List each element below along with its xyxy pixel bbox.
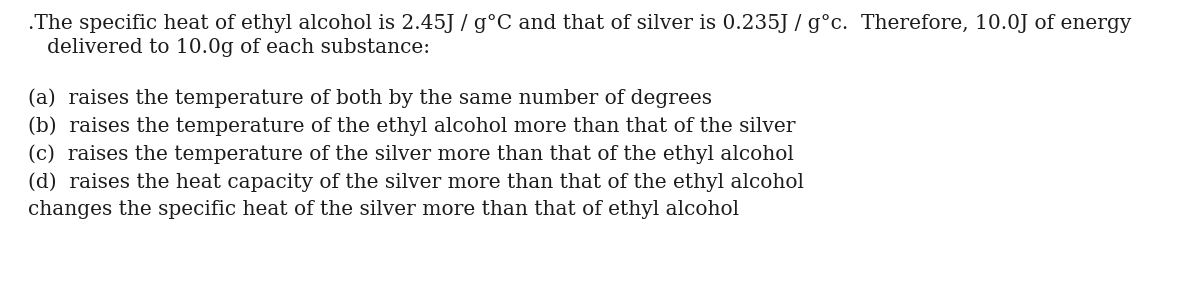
- Text: changes the specific heat of the silver more than that of ethyl alcohol: changes the specific heat of the silver …: [28, 200, 739, 219]
- Text: (a)  raises the temperature of both by the same number of degrees: (a) raises the temperature of both by th…: [28, 88, 712, 108]
- Text: delivered to 10.0g of each substance:: delivered to 10.0g of each substance:: [28, 38, 430, 57]
- Text: (d)  raises the heat capacity of the silver more than that of the ethyl alcohol: (d) raises the heat capacity of the silv…: [28, 172, 804, 192]
- Text: .The specific heat of ethyl alcohol is 2.45J / g°C and that of silver is 0.235J : .The specific heat of ethyl alcohol is 2…: [28, 14, 1132, 33]
- Text: (b)  raises the temperature of the ethyl alcohol more than that of the silver: (b) raises the temperature of the ethyl …: [28, 116, 796, 136]
- Text: (c)  raises the temperature of the silver more than that of the ethyl alcohol: (c) raises the temperature of the silver…: [28, 144, 794, 164]
